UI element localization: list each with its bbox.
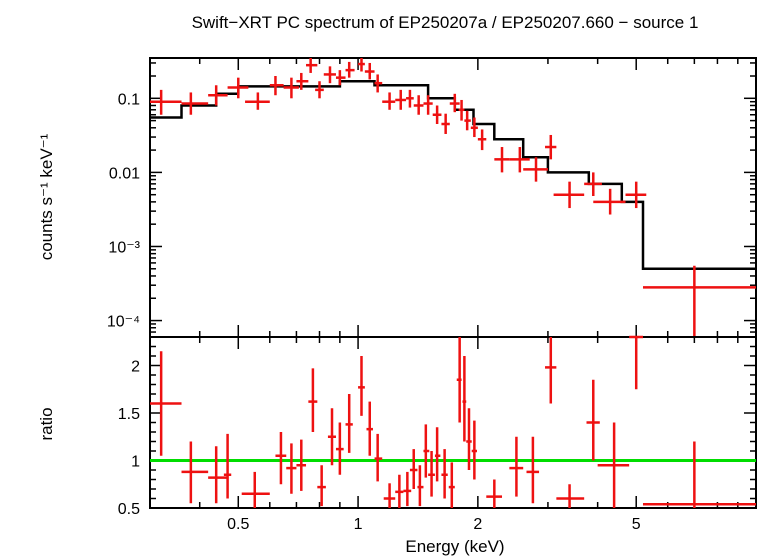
- y-tick-label: 2: [131, 359, 140, 376]
- data-point: [509, 437, 523, 497]
- data-point: [336, 423, 344, 475]
- data-point: [586, 380, 599, 461]
- data-point: [228, 78, 249, 99]
- data-point: [598, 423, 630, 509]
- x-tick-label: 5: [632, 516, 641, 533]
- data-point: [526, 437, 539, 504]
- data-point: [428, 451, 435, 497]
- y-tick-label: 0.5: [118, 501, 140, 518]
- data-point: [414, 95, 424, 115]
- data-point: [150, 351, 182, 456]
- data-point: [629, 337, 643, 389]
- data-point: [375, 434, 383, 482]
- data-point: [286, 443, 296, 493]
- data-point: [406, 90, 414, 108]
- spectrum-y-axis-label: counts s⁻¹ keV⁻¹: [37, 133, 56, 260]
- data-point: [182, 442, 209, 504]
- ratio-panel: 0.5 1 1.5 2: [118, 337, 756, 518]
- data-point: [365, 63, 375, 79]
- data-point: [150, 90, 182, 115]
- data-point: [315, 81, 324, 98]
- data-point: [545, 337, 556, 404]
- data-point: [296, 440, 306, 491]
- data-point: [395, 475, 403, 508]
- data-point: [478, 129, 486, 150]
- data-point: [346, 62, 355, 78]
- data-point: [375, 74, 383, 92]
- data-point: [471, 118, 478, 138]
- x-axis-label: Energy (keV): [405, 537, 504, 556]
- data-point: [433, 105, 442, 124]
- data-point: [367, 402, 373, 456]
- y-tick-label: 0.01: [109, 165, 140, 182]
- ratio-y-axis-label: ratio: [37, 407, 56, 440]
- data-point: [346, 394, 353, 453]
- data-point: [435, 427, 440, 481]
- data-point: [643, 442, 756, 509]
- data-point: [336, 70, 346, 85]
- y-tick-label: 10⁻⁴: [107, 314, 140, 331]
- data-point: [523, 157, 548, 181]
- chart-title: Swift−XRT PC spectrum of EP250207a / EP2…: [192, 13, 699, 32]
- data-point: [324, 66, 336, 83]
- data-point: [643, 266, 756, 337]
- data-point: [410, 449, 418, 489]
- y-tick-label: 1: [131, 454, 140, 471]
- x-tick-label: 0.5: [227, 516, 249, 533]
- data-point: [554, 182, 585, 208]
- data-point: [395, 90, 406, 110]
- data-point: [270, 76, 284, 95]
- data-point: [457, 337, 462, 423]
- data-point: [208, 85, 227, 105]
- data-point: [358, 356, 365, 416]
- data-point: [449, 462, 455, 508]
- data-point: [584, 172, 602, 196]
- data-point: [328, 408, 336, 465]
- y-tick-label: 1.5: [118, 406, 140, 423]
- x-tick-label: 2: [473, 516, 482, 533]
- y-tick-label: 0.1: [118, 91, 140, 108]
- data-point: [317, 465, 326, 506]
- data-point: [472, 421, 477, 480]
- data-point: [463, 356, 467, 442]
- data-point: [417, 465, 423, 506]
- data-point: [245, 92, 270, 109]
- data-point: [358, 58, 365, 72]
- data-point: [224, 434, 231, 499]
- data-point: [275, 432, 286, 484]
- data-point: [464, 111, 470, 131]
- data-point: [382, 92, 395, 109]
- data-point: [556, 484, 584, 508]
- model-step-line: [150, 81, 756, 269]
- data-point: [423, 424, 429, 477]
- data-point: [494, 147, 509, 172]
- data-point: [441, 114, 449, 134]
- data-point: [441, 449, 447, 498]
- data-point: [306, 58, 317, 73]
- y-tick-label: 10⁻³: [108, 239, 140, 256]
- spectrum-panel: 0.1 0.01 10⁻³ 10⁻⁴: [107, 58, 756, 337]
- data-point: [308, 368, 317, 432]
- data-point: [545, 135, 556, 159]
- data-point: [486, 480, 502, 509]
- x-tick-label: 1: [354, 516, 363, 533]
- data-point: [182, 92, 209, 114]
- plot-frame: [150, 58, 756, 337]
- data-point: [242, 472, 270, 508]
- data-point: [384, 483, 396, 508]
- data-point: [403, 472, 411, 506]
